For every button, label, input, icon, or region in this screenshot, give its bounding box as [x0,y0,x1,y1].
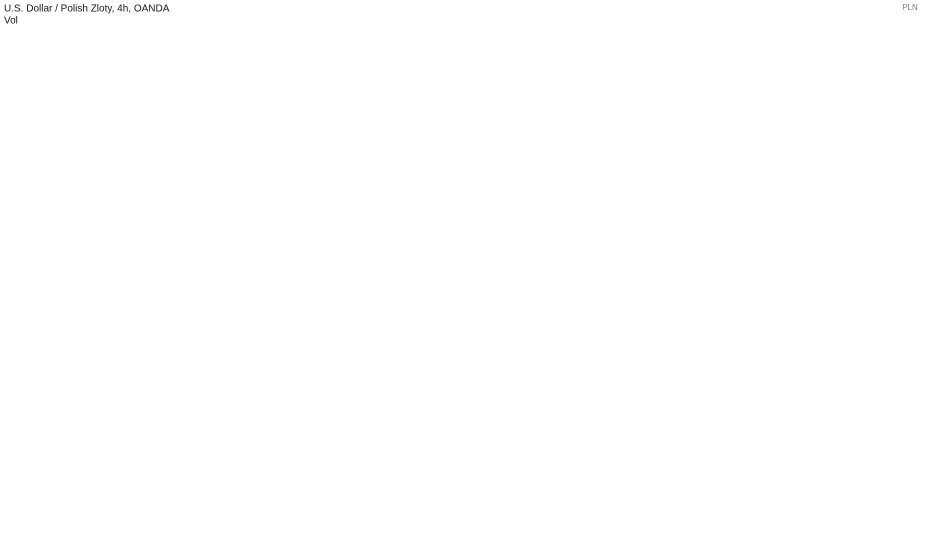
currency-label: PLN [902,3,918,12]
chart-title: U.S. Dollar / Polish Zloty, 4h, OANDA [4,4,170,15]
volume-label: Vol [4,16,18,27]
